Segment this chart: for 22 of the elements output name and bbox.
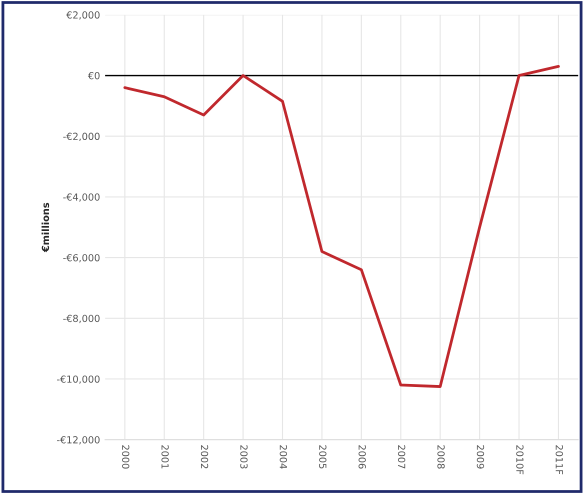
x-tick-label: 2004: [280, 445, 288, 469]
y-tick-label: €2,000: [66, 11, 100, 20]
x-tick-label: 2001: [161, 445, 169, 468]
y-tick-label: -€10,000: [57, 375, 100, 384]
y-tick-label: -€6,000: [63, 254, 100, 262]
x-tick-label: 2009: [476, 445, 484, 469]
y-tick-label: -€2,000: [63, 132, 100, 142]
y-axis-title: €millions: [42, 202, 50, 252]
x-tick-label: 2007: [398, 445, 406, 468]
x-tick-label: 2006: [358, 445, 366, 469]
y-tick-label: -€4,000: [63, 193, 100, 202]
x-tick-label: 2005: [319, 445, 326, 468]
x-tick-label: 2003: [240, 445, 248, 468]
x-tick-label: 2010F: [516, 445, 524, 474]
x-tick-label: 2000: [122, 445, 130, 469]
y-tick-label: -€12,000: [57, 436, 100, 444]
y-tick-label: -€8,000: [63, 314, 100, 324]
line-series: [123, 65, 560, 388]
x-tick-label: 2011F: [556, 445, 563, 474]
x-tick-label: 2002: [200, 445, 208, 468]
x-tick-label: 2008: [437, 445, 445, 469]
y-tick-label: €0: [88, 72, 100, 80]
